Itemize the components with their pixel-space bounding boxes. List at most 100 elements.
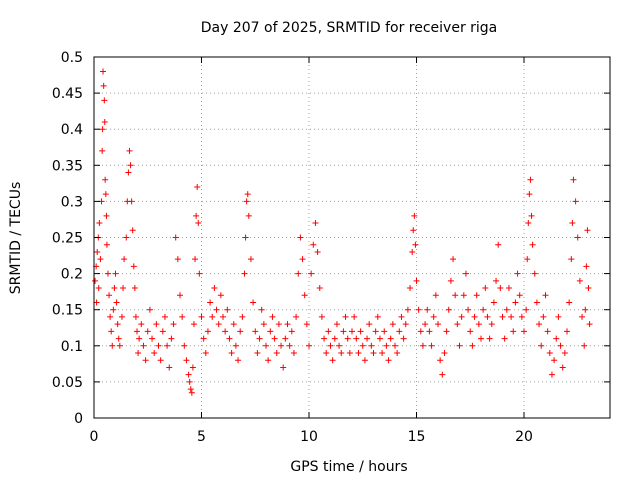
data-point xyxy=(155,342,162,349)
y-tick-label: 0.35 xyxy=(52,158,83,174)
data-point xyxy=(136,335,143,342)
data-point xyxy=(230,321,237,328)
data-point xyxy=(260,321,267,328)
data-point xyxy=(355,350,362,357)
data-point xyxy=(242,234,249,241)
data-point xyxy=(179,313,186,320)
data-point xyxy=(579,313,586,320)
data-point xyxy=(422,321,429,328)
data-point xyxy=(308,270,315,277)
data-point xyxy=(93,299,100,306)
data-point xyxy=(400,335,407,342)
data-point xyxy=(321,335,328,342)
data-point xyxy=(101,118,108,125)
data-point xyxy=(566,299,573,306)
data-point xyxy=(508,313,515,320)
data-point xyxy=(168,335,175,342)
data-point xyxy=(340,328,347,335)
data-point xyxy=(115,335,122,342)
data-point xyxy=(95,285,102,292)
data-point xyxy=(410,227,417,234)
data-point xyxy=(413,277,420,284)
data-point xyxy=(462,270,469,277)
data-point xyxy=(450,256,457,263)
data-point xyxy=(366,321,373,328)
data-point xyxy=(224,306,231,313)
data-point xyxy=(101,97,108,104)
data-point xyxy=(303,321,310,328)
data-point xyxy=(329,357,336,364)
data-point xyxy=(144,328,151,335)
data-point xyxy=(301,292,308,299)
data-point xyxy=(265,357,272,364)
data-point xyxy=(524,256,531,263)
data-point xyxy=(473,292,480,299)
data-point xyxy=(111,285,118,292)
data-point xyxy=(244,191,251,198)
data-point xyxy=(452,292,459,299)
data-point xyxy=(170,321,177,328)
data-point xyxy=(278,342,285,349)
data-point xyxy=(217,292,224,299)
data-point xyxy=(426,328,433,335)
data-point xyxy=(336,342,343,349)
data-point xyxy=(104,270,111,277)
data-point xyxy=(533,299,540,306)
data-point xyxy=(185,371,192,378)
data-point xyxy=(250,299,257,306)
y-tick-label: 0.15 xyxy=(52,303,83,319)
data-point xyxy=(394,350,401,357)
data-point xyxy=(564,328,570,335)
data-point xyxy=(174,256,181,263)
data-point xyxy=(107,313,114,320)
data-point xyxy=(419,342,426,349)
data-point xyxy=(582,306,589,313)
data-point xyxy=(480,306,487,313)
data-point xyxy=(271,335,278,342)
data-point xyxy=(344,335,351,342)
data-point xyxy=(228,350,235,357)
data-point xyxy=(258,306,265,313)
data-point xyxy=(531,270,538,277)
data-point xyxy=(523,306,530,313)
data-point xyxy=(263,342,269,349)
data-point xyxy=(521,328,527,335)
data-point xyxy=(215,321,222,328)
data-point xyxy=(460,292,467,299)
data-point xyxy=(235,357,242,364)
data-point xyxy=(407,285,414,292)
data-point xyxy=(269,313,276,320)
data-point xyxy=(297,234,304,241)
data-point xyxy=(372,328,379,335)
data-point xyxy=(102,176,109,183)
data-point xyxy=(273,350,280,357)
data-point xyxy=(181,342,188,349)
data-point xyxy=(164,342,171,349)
data-point xyxy=(116,342,123,349)
x-tick-labels: 0 5 10 15 20 xyxy=(90,429,533,445)
data-point xyxy=(151,350,158,357)
data-point xyxy=(412,241,419,248)
data-point xyxy=(501,335,508,342)
data-point xyxy=(103,212,110,219)
data-point xyxy=(106,292,113,299)
data-point xyxy=(357,328,364,335)
data-point xyxy=(374,313,381,320)
data-point xyxy=(488,321,495,328)
data-point xyxy=(484,313,491,320)
data-point xyxy=(243,198,250,205)
data-point xyxy=(211,285,218,292)
data-point xyxy=(544,328,551,335)
data-point xyxy=(172,234,179,241)
data-point xyxy=(546,350,553,357)
data-point xyxy=(402,321,409,328)
data-point xyxy=(526,191,533,198)
data-point xyxy=(96,220,103,227)
data-point xyxy=(467,328,474,335)
data-point xyxy=(570,176,577,183)
y-tick-label: 0.4 xyxy=(61,122,83,138)
data-point xyxy=(130,263,137,270)
data-point xyxy=(445,306,452,313)
data-point xyxy=(129,227,136,234)
data-point xyxy=(202,350,209,357)
